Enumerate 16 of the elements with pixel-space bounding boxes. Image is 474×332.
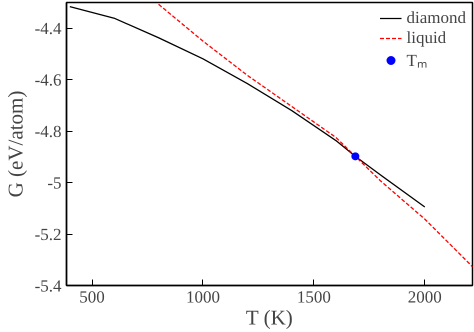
y-tick-label: -5.2: [34, 225, 62, 244]
y-tick-label: -4.8: [34, 122, 62, 142]
y-tick-label: -4.4: [34, 19, 62, 38]
line-series: [158, 4, 472, 268]
x-tick-label: 1500: [296, 288, 331, 306]
x-tick-label: 2000: [408, 288, 442, 306]
x-tick-label: 500: [79, 288, 105, 306]
legend-label: Tₘ: [406, 50, 427, 71]
y-tick-label: -4.6: [34, 70, 62, 90]
legend-label: liquid: [406, 28, 446, 48]
y-axis-title: G (eV/atom): [4, 90, 28, 198]
x-tick-label: 1000: [186, 288, 220, 306]
x-axis-title: T (K): [246, 306, 293, 330]
y-tick-label: -5.4: [34, 276, 62, 296]
y-tick-label: -5: [47, 174, 62, 193]
legend-label: diamond: [406, 8, 466, 28]
